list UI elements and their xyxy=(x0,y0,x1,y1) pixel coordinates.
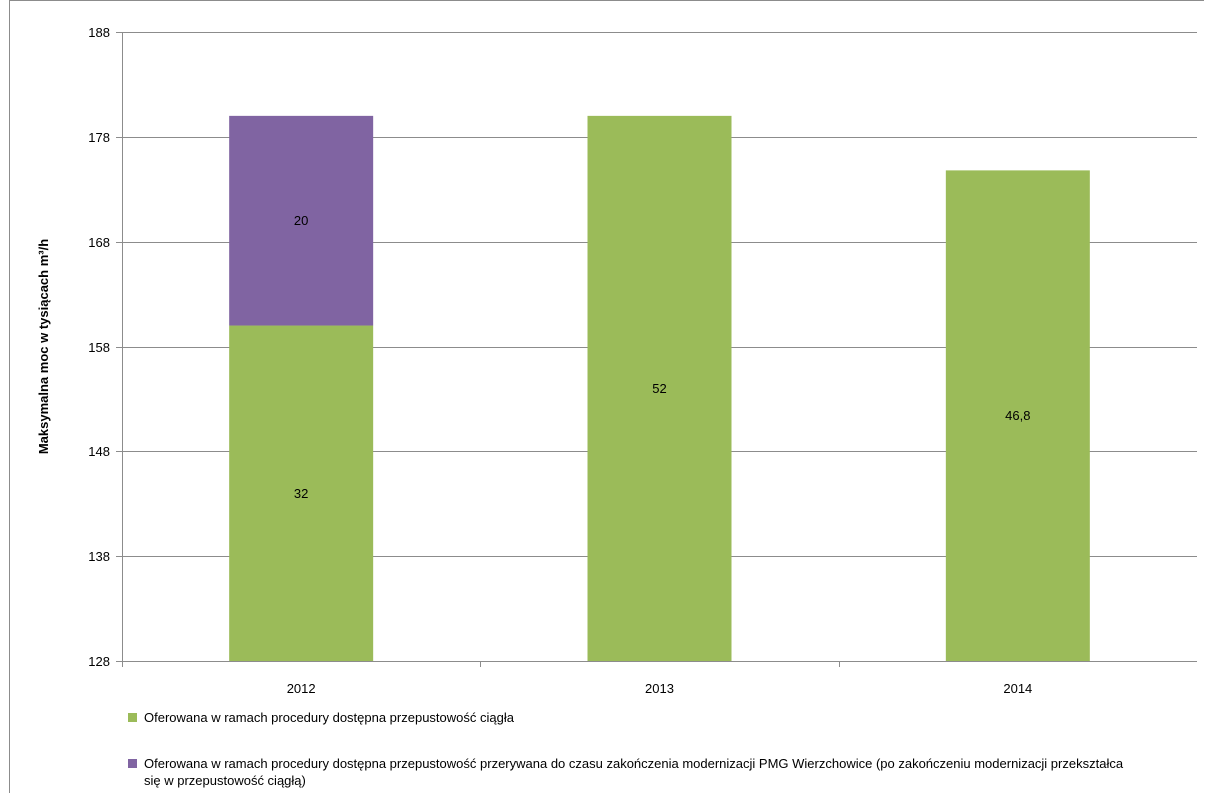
data-label-2013-series-1: 52 xyxy=(652,381,666,396)
y-tick-label: 138 xyxy=(88,549,110,564)
legend-swatch-interruptible xyxy=(128,759,137,768)
y-tick-label: 128 xyxy=(88,654,110,669)
y-tick-label: 188 xyxy=(88,25,110,40)
legend-item-continuous: Oferowana w ramach procedury dostępna pr… xyxy=(128,709,1134,726)
x-tick-label: 2012 xyxy=(287,681,316,696)
y-tick-label: 148 xyxy=(88,444,110,459)
data-label-2012-series-1: 32 xyxy=(294,486,308,501)
data-label-2012-series-2: 20 xyxy=(294,213,308,228)
legend-label-interruptible: Oferowana w ramach procedury dostępna pr… xyxy=(144,756,1124,788)
y-tick-label: 178 xyxy=(88,130,110,145)
data-label-2014-series-1: 46,8 xyxy=(1005,408,1030,423)
bar-2014-series-1 xyxy=(945,170,1090,661)
legend-label-continuous: Oferowana w ramach procedury dostępna pr… xyxy=(144,710,514,725)
chart-plot: 128 138 148 158 168 178 188 32 20 2012 52 2013 46,8 2… xyxy=(36,25,1197,696)
bar-2012-series-2 xyxy=(229,115,374,326)
x-tick-label: 2013 xyxy=(645,681,674,696)
y-tick-label: 168 xyxy=(88,235,110,250)
legend-item-interruptible: Oferowana w ramach procedury dostępna pr… xyxy=(128,755,1134,789)
y-axis-title: Maksymalna moc w tysiącach m³/h xyxy=(36,239,51,454)
bar-2012-series-1 xyxy=(229,325,374,661)
y-tick-label: 158 xyxy=(88,340,110,355)
legend-swatch-continuous xyxy=(128,713,137,722)
bar-2013-series-1 xyxy=(587,115,732,661)
x-tick-label: 2014 xyxy=(1003,681,1032,696)
chart-frame xyxy=(9,0,1204,793)
